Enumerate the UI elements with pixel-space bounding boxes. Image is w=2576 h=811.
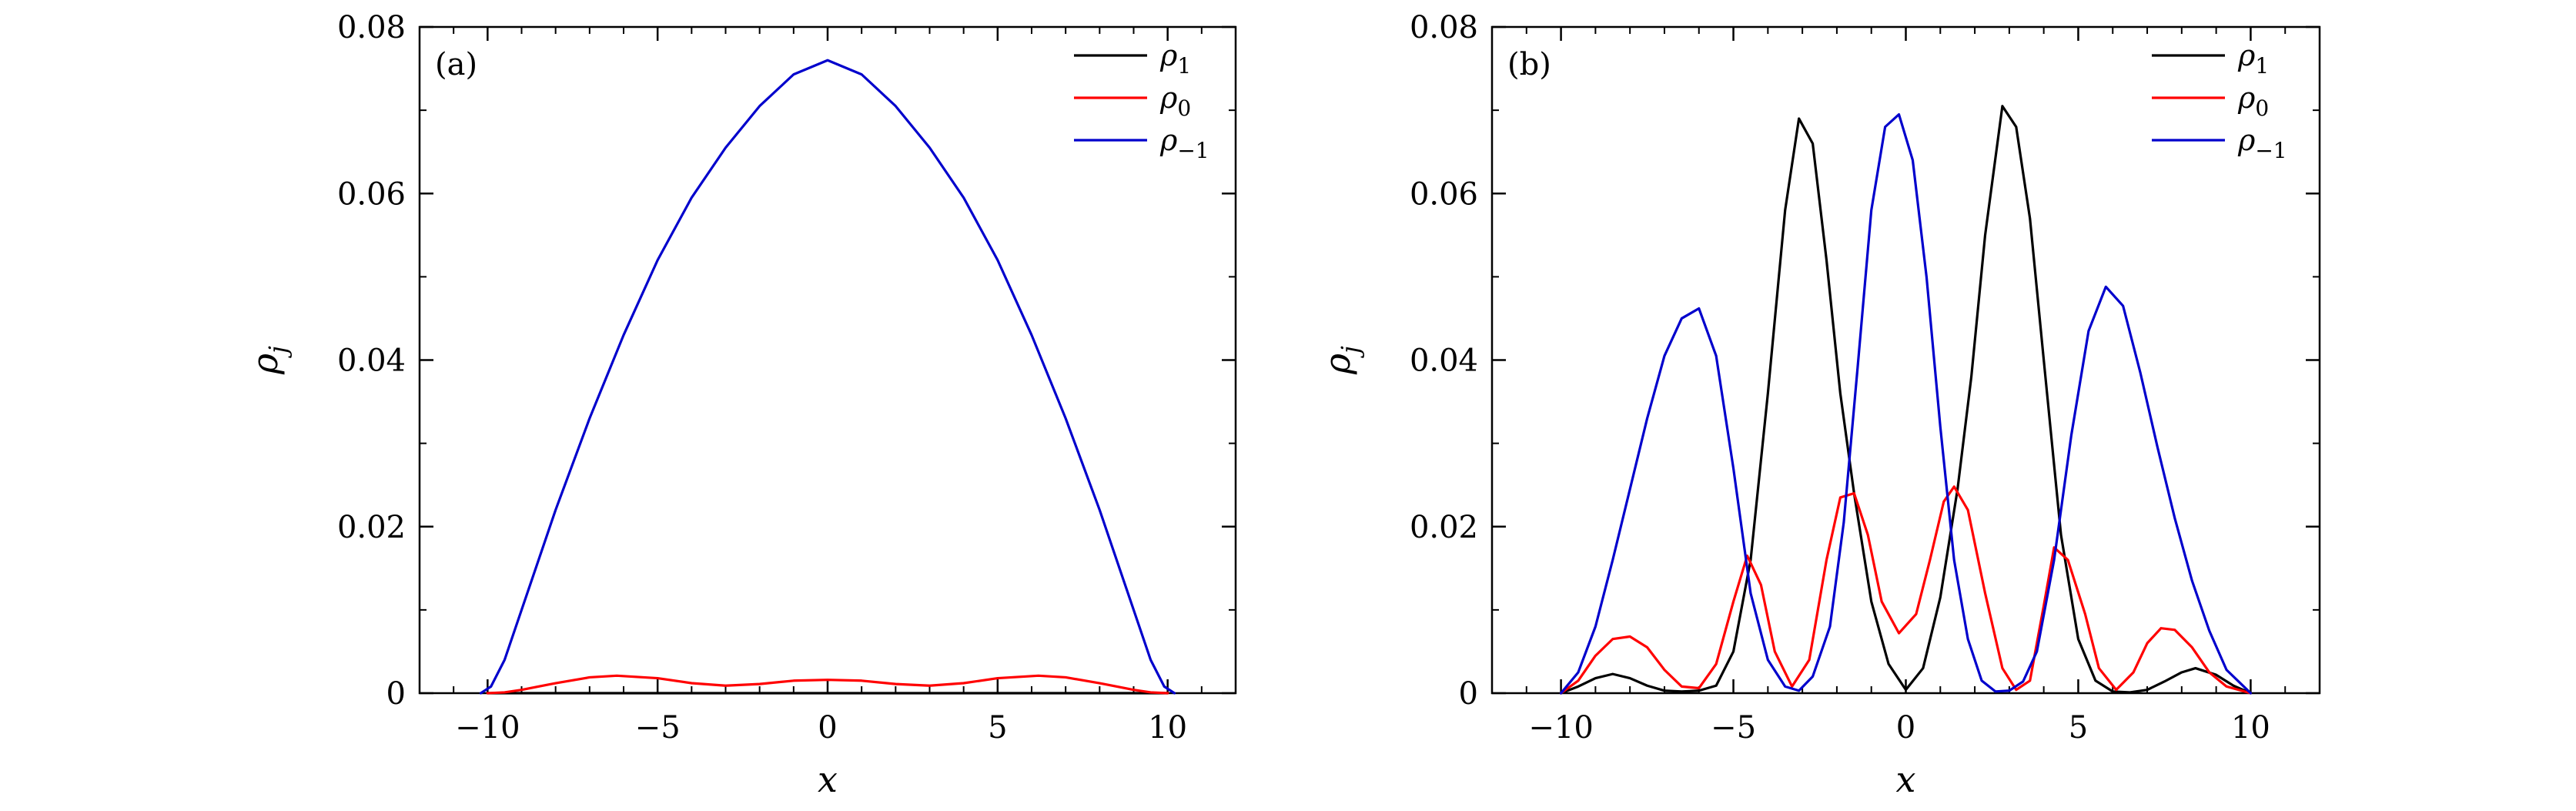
legend-symbol: ρ — [2237, 39, 2256, 72]
legend-subscript: 1 — [1177, 53, 1191, 79]
y-tick-label: 0.06 — [337, 176, 406, 212]
y-tick-label: 0.06 — [1410, 176, 1478, 212]
legend-symbol: ρ — [2237, 81, 2256, 115]
legend-subscript: −1 — [1177, 138, 1209, 163]
panel-label: (b) — [1507, 47, 1551, 82]
y-tick-label: 0.08 — [1410, 10, 1478, 45]
x-axis-label: x — [1896, 759, 1916, 800]
x-tick-label: −5 — [1711, 710, 1756, 746]
x-tick-label: −5 — [635, 710, 681, 746]
x-tick-label: −10 — [455, 710, 520, 746]
legend-entry: ρ0 — [1159, 81, 1191, 121]
x-tick-label: 0 — [818, 710, 837, 746]
y-tick-label: 0.04 — [1410, 344, 1478, 379]
series-line-ρ-1 — [1559, 112, 2253, 695]
y-axis-label: ρj — [244, 346, 293, 375]
legend-symbol: ρ — [1159, 81, 1178, 115]
legend-entry: ρ−1 — [1159, 123, 1209, 163]
series-line-ρ-1 — [479, 59, 1176, 695]
x-tick-label: 10 — [1148, 710, 1187, 746]
x-axis-label: x — [818, 759, 838, 800]
y-axis-label: ρj — [1316, 346, 1365, 375]
y-axis-label-symbol: ρ — [244, 354, 286, 375]
legend-subscript: 0 — [2255, 96, 2269, 121]
y-tick-label: 0 — [1459, 676, 1478, 712]
y-tick-label: 0.02 — [1410, 510, 1478, 545]
y-axis-label-symbol: ρ — [1316, 354, 1358, 375]
legend-entry: ρ0 — [2237, 81, 2269, 121]
legend-entry: ρ1 — [2237, 39, 2269, 79]
series-line-ρ1 — [1559, 105, 2253, 695]
plot-frame — [418, 25, 1237, 695]
legend-symbol: ρ — [1159, 39, 1178, 72]
y-tick-label: 0 — [386, 676, 406, 712]
series-line-ρ0 — [486, 674, 1169, 695]
legend-subscript: −1 — [2255, 138, 2287, 163]
x-tick-label: 5 — [988, 710, 1007, 746]
legend-subscript: 1 — [2255, 53, 2269, 79]
legend-subscript: 0 — [1177, 96, 1191, 121]
legend-symbol: ρ — [2237, 123, 2256, 157]
legend-symbol: ρ — [1159, 123, 1178, 157]
x-tick-label: 10 — [2231, 710, 2270, 746]
y-tick-label: 0.04 — [337, 344, 406, 379]
y-tick-label: 0.08 — [337, 10, 406, 45]
legend-entry: ρ1 — [1159, 39, 1191, 79]
y-tick-label: 0.02 — [337, 510, 406, 545]
series-line-ρ0 — [1559, 485, 2253, 695]
legend-entry: ρ−1 — [2237, 123, 2287, 163]
x-tick-label: −10 — [1528, 710, 1593, 746]
x-tick-label: 0 — [1896, 710, 1915, 746]
panel-label: (a) — [435, 47, 477, 82]
x-tick-label: 5 — [2069, 710, 2088, 746]
